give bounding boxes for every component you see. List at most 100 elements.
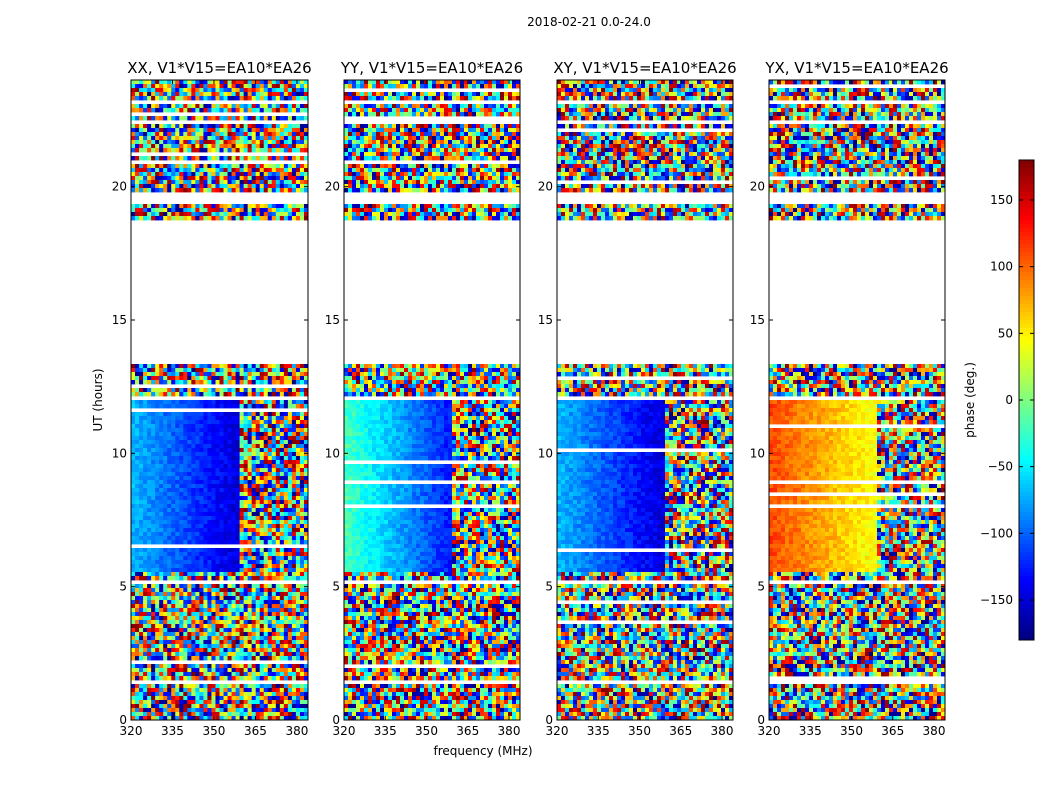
colorbar-step bbox=[1019, 540, 1034, 545]
colorbar-step bbox=[1019, 308, 1034, 313]
colorbar-step bbox=[1019, 180, 1034, 185]
heatmap-image bbox=[769, 80, 946, 721]
colorbar-step bbox=[1019, 524, 1034, 529]
colorbar-step bbox=[1019, 384, 1034, 389]
y-tick-label: 15 bbox=[325, 313, 340, 327]
colorbar-step bbox=[1019, 616, 1034, 621]
axes-frame bbox=[768, 79, 946, 721]
y-tick-label: 15 bbox=[112, 313, 127, 327]
colorbar-step bbox=[1019, 340, 1034, 345]
colorbar-step bbox=[1019, 256, 1034, 261]
heatmap-image bbox=[344, 80, 521, 721]
colorbar-step bbox=[1019, 592, 1034, 597]
y-tick-label: 20 bbox=[750, 180, 765, 194]
colorbar-step bbox=[1019, 604, 1034, 609]
colorbar-step bbox=[1019, 292, 1034, 297]
colorbar-step bbox=[1019, 484, 1034, 489]
x-tick-label: 365 bbox=[881, 724, 904, 738]
colorbar-step bbox=[1019, 488, 1034, 493]
colorbar-step bbox=[1019, 380, 1034, 385]
colorbar-step bbox=[1019, 304, 1034, 309]
colorbar-step bbox=[1019, 288, 1034, 293]
colorbar-step bbox=[1019, 520, 1034, 525]
colorbar-step bbox=[1019, 388, 1034, 393]
colorbar-step bbox=[1019, 504, 1034, 509]
x-tick-label: 350 bbox=[628, 724, 651, 738]
colorbar-step bbox=[1019, 396, 1034, 401]
x-tick-label: 380 bbox=[711, 724, 734, 738]
colorbar-step bbox=[1019, 420, 1034, 425]
colorbar-step bbox=[1019, 468, 1034, 473]
colorbar-step bbox=[1019, 572, 1034, 577]
x-tick-label: 380 bbox=[923, 724, 946, 738]
colorbar-step bbox=[1019, 428, 1034, 433]
y-tick-label: 0 bbox=[332, 713, 340, 727]
colorbar-step bbox=[1019, 316, 1034, 321]
colorbar-step bbox=[1019, 192, 1034, 197]
colorbar-step bbox=[1019, 608, 1034, 613]
colorbar-step bbox=[1019, 544, 1034, 549]
colorbar-step bbox=[1019, 332, 1034, 337]
colorbar-step bbox=[1019, 612, 1034, 617]
y-tick-label: 10 bbox=[538, 446, 553, 460]
x-tick-label: 350 bbox=[840, 724, 863, 738]
colorbar-step bbox=[1019, 280, 1034, 285]
colorbar-step bbox=[1019, 168, 1034, 173]
colorbar-step bbox=[1019, 588, 1034, 593]
colorbar-step bbox=[1019, 432, 1034, 437]
colorbar-tick-label: −150 bbox=[980, 593, 1013, 607]
x-tick-label: 350 bbox=[415, 724, 438, 738]
y-axis-label: UT (hours) bbox=[91, 368, 105, 431]
colorbar-tick-label: 100 bbox=[990, 260, 1013, 274]
colorbar-step bbox=[1019, 548, 1034, 553]
colorbar-step bbox=[1019, 576, 1034, 581]
colorbar-step bbox=[1019, 444, 1034, 449]
x-axis-label: frequency (MHz) bbox=[433, 744, 532, 758]
colorbar-step bbox=[1019, 284, 1034, 289]
colorbar-step bbox=[1019, 452, 1034, 457]
colorbar-step bbox=[1019, 552, 1034, 557]
y-tick-label: 0 bbox=[119, 713, 127, 727]
colorbar-step bbox=[1019, 228, 1034, 233]
colorbar-step bbox=[1019, 356, 1034, 361]
colorbar-step bbox=[1019, 320, 1034, 325]
colorbar-step bbox=[1019, 352, 1034, 357]
colorbar-tick-label: −100 bbox=[980, 526, 1013, 540]
colorbar-step bbox=[1019, 276, 1034, 281]
panel-title: XY, V1*V15=EA10*EA26 bbox=[553, 59, 736, 77]
colorbar-step bbox=[1019, 584, 1034, 589]
panel-title: YX, V1*V15=EA10*EA26 bbox=[764, 59, 948, 77]
x-tick-label: 380 bbox=[285, 724, 308, 738]
colorbar-step bbox=[1019, 372, 1034, 377]
colorbar-step bbox=[1019, 172, 1034, 177]
colorbar-step bbox=[1019, 440, 1034, 445]
colorbar-step bbox=[1019, 312, 1034, 317]
colorbar-step bbox=[1019, 516, 1034, 521]
colorbar-step bbox=[1019, 500, 1034, 505]
colorbar-step bbox=[1019, 296, 1034, 301]
y-tick-label: 10 bbox=[325, 446, 340, 460]
axes-frame bbox=[556, 79, 734, 721]
colorbar-tick-label: 50 bbox=[998, 326, 1013, 340]
y-tick-label: 10 bbox=[750, 446, 765, 460]
colorbar-step bbox=[1019, 196, 1034, 201]
colorbar-tick-label: 0 bbox=[1005, 393, 1013, 407]
colorbar-step bbox=[1019, 336, 1034, 341]
x-tick-label: 335 bbox=[799, 724, 822, 738]
colorbar-step bbox=[1019, 264, 1034, 269]
y-tick-label: 0 bbox=[757, 713, 765, 727]
colorbar-step bbox=[1019, 412, 1034, 417]
y-tick-label: 15 bbox=[538, 313, 553, 327]
colorbar-step bbox=[1019, 404, 1034, 409]
y-tick-label: 5 bbox=[119, 580, 127, 594]
colorbar-step bbox=[1019, 328, 1034, 333]
colorbar-step bbox=[1019, 476, 1034, 481]
panel-title: XX, V1*V15=EA10*EA26 bbox=[127, 59, 311, 77]
colorbar-step bbox=[1019, 348, 1034, 353]
x-tick-label: 320 bbox=[120, 724, 143, 738]
x-tick-label: 335 bbox=[374, 724, 397, 738]
colorbar-tick-label: 150 bbox=[990, 193, 1013, 207]
colorbar-step bbox=[1019, 360, 1034, 365]
